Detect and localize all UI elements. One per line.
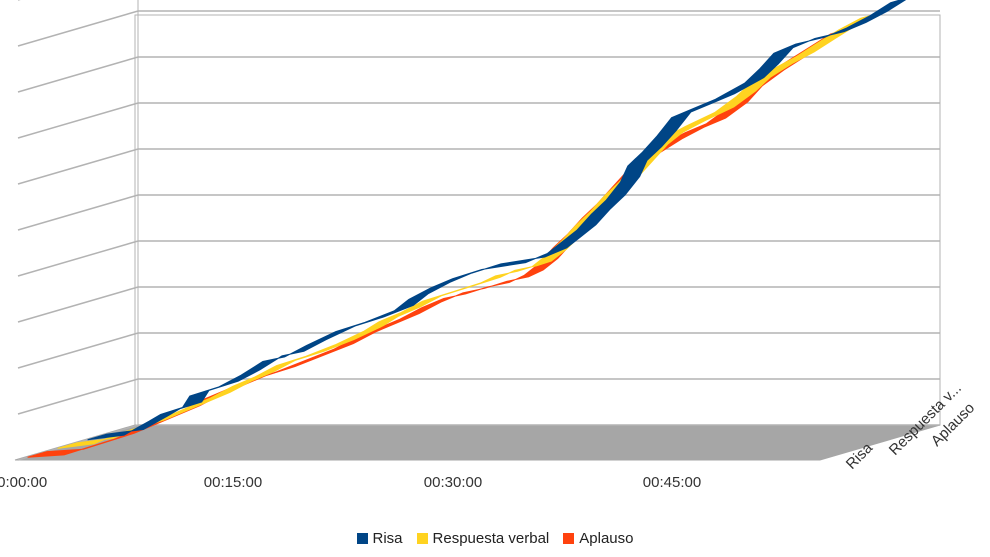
series-ribbon-respuesta-verbal <box>57 12 881 449</box>
legend-label: Aplauso <box>579 530 634 547</box>
series-ribbon-risa <box>87 0 907 441</box>
floor <box>14 424 941 461</box>
legend-swatch <box>416 533 428 544</box>
series-layer <box>27 0 907 458</box>
legend-label: Risa <box>372 530 403 547</box>
chart-walls <box>14 14 941 461</box>
legend-swatch <box>356 533 368 544</box>
legend-item-aplauso: Aplauso <box>563 530 633 547</box>
x-axis: 00:00:00 00:15:00 00:30:00 00:45:00 <box>0 474 701 491</box>
series-ribbon-aplauso <box>27 27 851 458</box>
x-tick-label: 00:15:00 <box>204 474 262 491</box>
legend-item-risa: Risa <box>356 530 403 547</box>
x-tick-label: 00:00:00 <box>0 474 47 491</box>
legend-swatch <box>563 533 575 544</box>
x-tick-label: 00:45:00 <box>643 474 701 491</box>
legend: Risa Respuesta verbal Aplauso <box>0 530 990 547</box>
legend-item-respuesta-verbal: Respuesta verbal <box>416 530 550 547</box>
gridlines <box>17 0 940 461</box>
back-wall <box>134 14 941 426</box>
legend-label: Respuesta verbal <box>432 530 550 547</box>
x-tick-label: 00:30:00 <box>424 474 482 491</box>
